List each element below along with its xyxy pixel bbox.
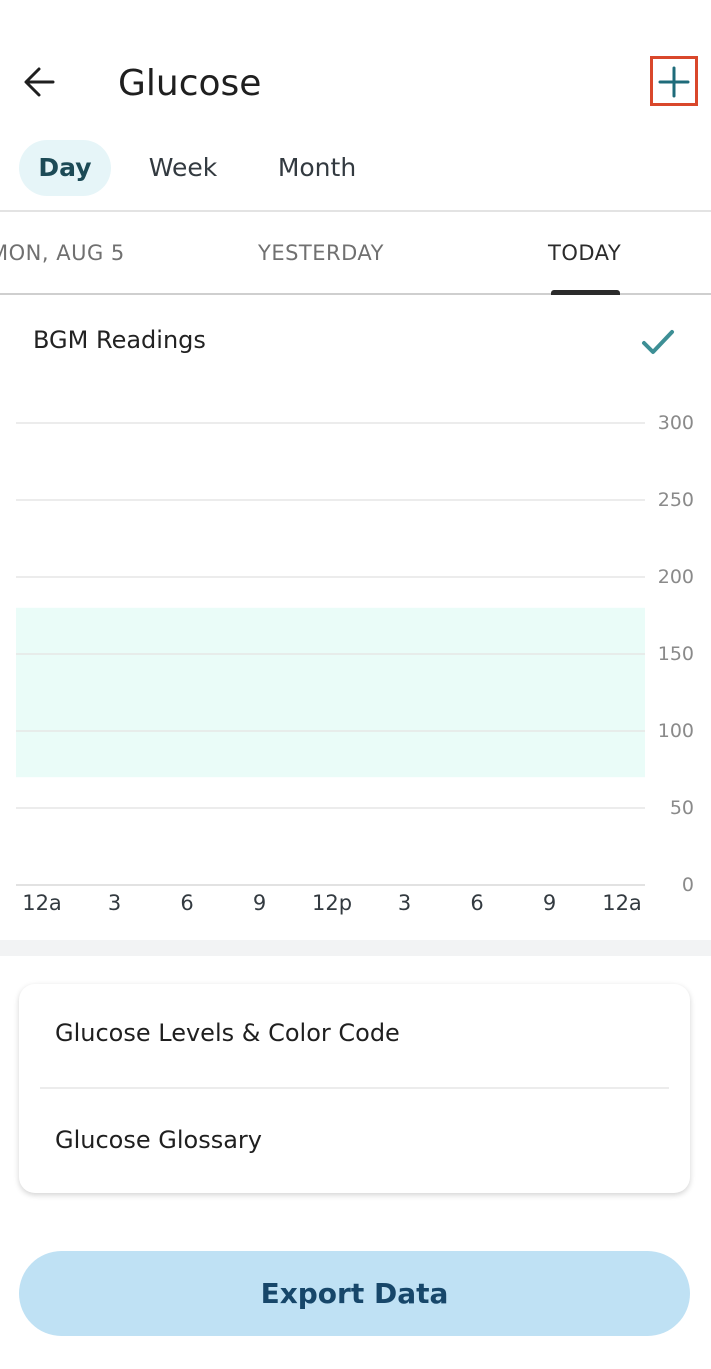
x-tick-label: 12a xyxy=(602,891,642,915)
info-card: Glucose Levels & Color Code Glucose Glos… xyxy=(19,984,690,1193)
header-divider xyxy=(0,210,711,212)
x-tick-label: 9 xyxy=(543,891,556,915)
date-tab-today[interactable]: TODAY xyxy=(548,241,622,265)
date-tab-mon-aug-5[interactable]: MON, AUG 5 xyxy=(0,241,125,265)
plus-icon xyxy=(658,66,690,98)
section-title: BGM Readings xyxy=(33,326,206,354)
selected-date-indicator xyxy=(551,290,620,295)
x-tick-label: 6 xyxy=(180,891,193,915)
back-button[interactable] xyxy=(14,58,66,110)
x-tick-label: 6 xyxy=(470,891,483,915)
y-tick-label: 250 xyxy=(658,489,694,511)
x-tick-label: 12p xyxy=(312,891,352,915)
y-tick-label: 100 xyxy=(658,720,694,742)
target-range-band xyxy=(16,607,645,778)
card-divider xyxy=(40,1087,669,1089)
y-tick-label: 150 xyxy=(658,643,694,665)
check-icon xyxy=(642,330,674,354)
glucose-levels-link[interactable]: Glucose Levels & Color Code xyxy=(55,1019,400,1047)
arrow-left-icon xyxy=(24,67,55,97)
y-tick-label: 200 xyxy=(658,566,694,588)
y-tick-label: 0 xyxy=(682,874,694,896)
y-tick-label: 300 xyxy=(658,412,694,434)
date-tab-yesterday[interactable]: YESTERDAY xyxy=(258,241,384,265)
x-tick-label: 9 xyxy=(253,891,266,915)
page-title: Glucose xyxy=(118,63,262,104)
y-tick-label: 50 xyxy=(670,797,694,819)
tab-week[interactable]: Week xyxy=(148,153,218,182)
bgm-readings-chart: 300 250 200 150 100 50 0 12a 3 6 9 12p 3 6 9 12a xyxy=(16,412,694,915)
section-separator xyxy=(0,940,711,956)
add-reading-button[interactable] xyxy=(650,56,698,106)
x-tick-label: 12a xyxy=(22,891,62,915)
date-tabs-divider xyxy=(0,293,711,295)
tab-day[interactable]: Day xyxy=(19,140,111,196)
x-tick-label: 3 xyxy=(398,891,411,915)
export-data-button[interactable]: Export Data xyxy=(19,1251,690,1336)
tab-month[interactable]: Month xyxy=(277,153,357,182)
glucose-glossary-link[interactable]: Glucose Glossary xyxy=(55,1126,262,1154)
x-tick-label: 3 xyxy=(108,891,121,915)
